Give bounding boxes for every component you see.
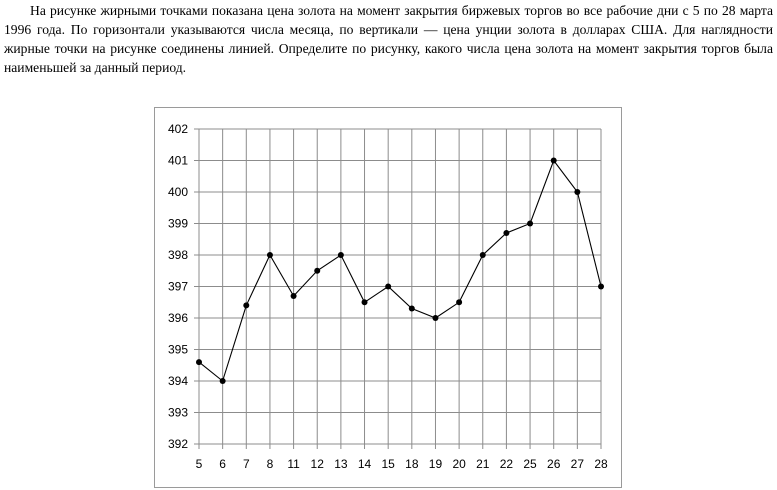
data-point bbox=[219, 378, 226, 384]
x-tick-label: 7 bbox=[243, 457, 250, 471]
y-tick-label: 396 bbox=[168, 311, 188, 325]
x-tick-label: 26 bbox=[547, 457, 561, 471]
data-point bbox=[243, 302, 250, 309]
x-axis-tick-labels: 5 6 7 8 11 12 13 14 15 18 19 20 21 22 25 26 27 28 bbox=[196, 457, 608, 471]
data-point bbox=[385, 283, 392, 290]
x-tick-label: 19 bbox=[429, 457, 443, 471]
y-axis-tick-labels: 392 393 394 395 396 397 398 399 400 401 402 bbox=[168, 122, 188, 451]
problem-text: На рисунке жирными точками показана цена… bbox=[4, 1, 773, 77]
y-tick-label: 400 bbox=[168, 185, 188, 199]
x-tick-label: 25 bbox=[523, 457, 537, 471]
x-tick-label: 15 bbox=[381, 457, 395, 471]
data-point bbox=[314, 267, 321, 274]
y-tick-label: 399 bbox=[168, 217, 188, 231]
y-tick-label: 397 bbox=[168, 280, 188, 294]
y-tick-label: 394 bbox=[168, 374, 188, 388]
data-point bbox=[196, 359, 202, 366]
y-tick-label: 398 bbox=[168, 248, 188, 262]
data-point bbox=[479, 252, 486, 258]
data-point bbox=[550, 157, 557, 164]
data-point bbox=[503, 229, 510, 236]
x-tick-label: 21 bbox=[476, 457, 490, 471]
y-tick-label: 393 bbox=[168, 406, 188, 420]
data-point bbox=[598, 283, 604, 290]
x-tick-label: 14 bbox=[358, 457, 372, 471]
y-tick-label: 392 bbox=[168, 437, 188, 451]
data-point bbox=[408, 305, 415, 312]
x-tick-label: 28 bbox=[594, 457, 608, 471]
data-point bbox=[290, 292, 297, 299]
data-point bbox=[456, 299, 463, 306]
y-tick-label: 395 bbox=[168, 343, 188, 357]
x-tick-label: 11 bbox=[287, 457, 300, 471]
y-tick-label: 401 bbox=[168, 154, 188, 168]
x-tick-label: 27 bbox=[571, 457, 585, 471]
x-tick-label: 13 bbox=[334, 457, 348, 471]
data-point bbox=[574, 189, 581, 195]
series-polyline bbox=[198, 159, 602, 382]
x-tick-label: 12 bbox=[311, 457, 325, 471]
x-tick-label: 18 bbox=[405, 457, 419, 471]
y-tick-label: 402 bbox=[168, 122, 188, 136]
data-point bbox=[337, 252, 344, 258]
series-line bbox=[198, 159, 602, 382]
x-tick-label: 6 bbox=[219, 457, 226, 471]
data-point bbox=[527, 220, 534, 227]
problem-statement: На рисунке жирными точками показана цена… bbox=[4, 3, 773, 75]
data-point bbox=[266, 252, 273, 258]
x-tick-label: 8 bbox=[267, 457, 274, 471]
data-point bbox=[361, 299, 368, 306]
data-point bbox=[432, 315, 439, 321]
x-tick-label: 22 bbox=[500, 457, 514, 471]
series-points bbox=[196, 157, 604, 384]
x-tick-label: 20 bbox=[452, 457, 466, 471]
chart-grid bbox=[194, 128, 602, 449]
x-tick-label: 5 bbox=[196, 457, 203, 471]
